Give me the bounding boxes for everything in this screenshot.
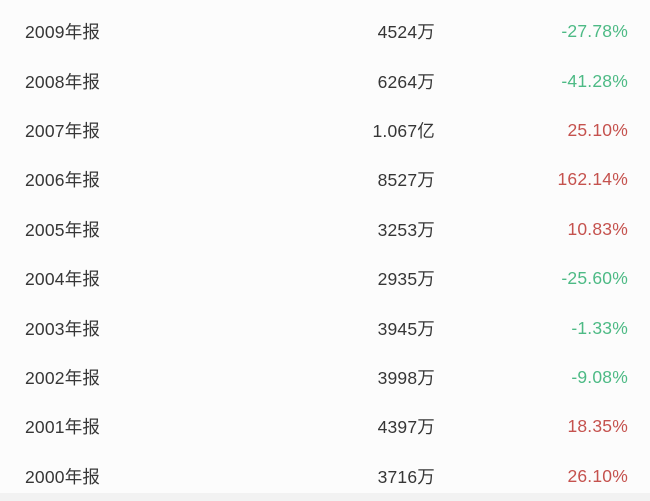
section-divider (0, 493, 650, 501)
table-row: 2001年报 4397万 18.35% (0, 402, 650, 451)
report-change-percent: -1.33% (571, 317, 628, 338)
table-row: 2006年报 8527万 162.14% (0, 155, 650, 204)
report-period-label: 2002年报 (25, 367, 101, 388)
report-period-label: 2007年报 (25, 120, 101, 141)
report-change-percent: 10.83% (567, 218, 628, 239)
report-change-percent: 18.35% (567, 416, 628, 437)
table-row: 2002年报 3998万 -9.08% (0, 353, 650, 402)
report-change-percent: -9.08% (571, 366, 628, 387)
report-change-percent: 162.14% (557, 169, 628, 190)
report-value: 4524万 (377, 22, 435, 43)
table-row: 2005年报 3253万 10.83% (0, 205, 650, 254)
report-change-percent: -27.78% (561, 21, 628, 42)
report-period-label: 2001年报 (25, 417, 101, 438)
report-value: 3945万 (377, 318, 435, 339)
table-row: 2004年报 2935万 -25.60% (0, 254, 650, 303)
table-row: 2007年报 1.067亿 25.10% (0, 106, 650, 155)
report-value: 6264万 (377, 71, 435, 92)
report-period-label: 2006年报 (25, 170, 101, 191)
report-change-percent: 25.10% (567, 119, 628, 140)
report-period-label: 2008年报 (25, 71, 101, 92)
table-row: 2003年报 3945万 -1.33% (0, 303, 650, 352)
report-value: 1.067亿 (372, 120, 435, 141)
report-change-percent: -25.60% (561, 268, 628, 289)
report-value: 3253万 (377, 219, 435, 240)
report-period-label: 2000年报 (25, 466, 101, 487)
report-period-label: 2005年报 (25, 219, 101, 240)
report-change-percent: -41.28% (561, 70, 628, 91)
report-period-label: 2004年报 (25, 269, 101, 290)
table-row: 2008年报 6264万 -41.28% (0, 56, 650, 105)
table-row: 2000年报 3716万 26.10% (0, 452, 650, 501)
report-value: 3716万 (377, 466, 435, 487)
report-period-label: 2009年报 (25, 22, 101, 43)
report-value: 8527万 (377, 170, 435, 191)
report-value: 2935万 (377, 269, 435, 290)
report-change-percent: 26.10% (567, 465, 628, 486)
report-value: 4397万 (377, 417, 435, 438)
table-row: 2009年报 4524万 -27.78% (0, 7, 650, 56)
report-period-label: 2003年报 (25, 318, 101, 339)
report-value: 3998万 (377, 367, 435, 388)
